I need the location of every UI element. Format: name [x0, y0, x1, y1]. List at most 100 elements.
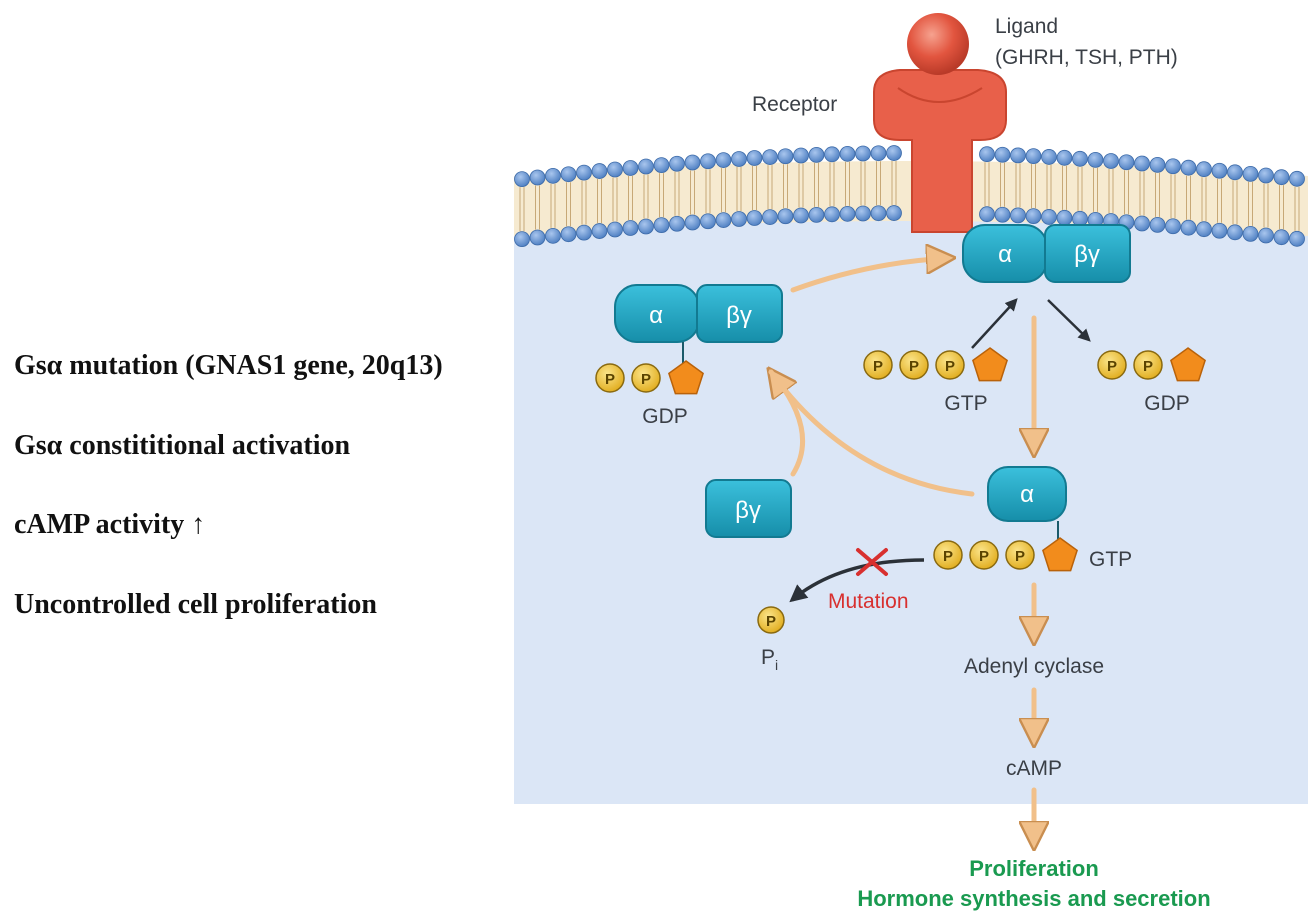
ligand-label: Ligand: [995, 15, 1058, 38]
membrane-head: [1149, 156, 1166, 173]
membrane-head: [514, 171, 530, 188]
membrane-head: [684, 214, 701, 231]
note-camp-activity: cAMP activity ↑: [14, 509, 206, 540]
ligand-examples: (GHRH, TSH, PTH): [995, 46, 1178, 69]
membrane-head: [808, 146, 825, 163]
membrane-head: [1165, 218, 1181, 235]
svg-text:GTP: GTP: [944, 392, 987, 415]
svg-text:GTP: GTP: [1089, 548, 1132, 571]
membrane-head: [1165, 158, 1181, 175]
membrane-head: [777, 208, 794, 225]
membrane-head: [1211, 162, 1228, 179]
membrane-head: [1149, 216, 1166, 233]
membrane-head: [808, 206, 825, 223]
adenyl-cyclase-label: Adenyl cyclase: [964, 655, 1104, 678]
membrane-head: [870, 205, 887, 222]
receptor: [873, 69, 1007, 233]
membrane-head: [669, 155, 685, 172]
membrane-head: [1134, 155, 1150, 172]
mutation-label: Mutation: [828, 590, 909, 613]
membrane-head: [1289, 170, 1305, 187]
phosphate-ball: [1005, 540, 1035, 570]
membrane-head: [855, 145, 871, 162]
membrane-head: [1289, 230, 1305, 247]
membrane-head: [855, 205, 871, 222]
phosphate-ball: [631, 363, 661, 393]
membrane-head: [529, 169, 546, 186]
membrane-head: [870, 145, 887, 162]
outcome-hormone-secretion: Hormone synthesis and secretion: [857, 886, 1210, 911]
membrane-head: [793, 207, 809, 224]
membrane-head: [653, 157, 670, 174]
mutation-block-icon: [856, 548, 888, 576]
membrane-head: [1227, 164, 1243, 181]
phosphate-label: P: [979, 548, 989, 565]
membrane-head: [1056, 149, 1073, 166]
membrane-head: [1180, 219, 1197, 236]
membrane-head: [1010, 147, 1026, 164]
note-constitutional-activation: Gsα constititional activation: [14, 430, 351, 461]
phosphate-label: P: [1107, 358, 1117, 375]
camp-label: cAMP: [1006, 757, 1062, 780]
phosphate-label: P: [909, 358, 919, 375]
membrane-head: [824, 146, 840, 163]
phosphate-label: P: [943, 548, 953, 565]
membrane-head: [839, 145, 856, 162]
membrane-head: [638, 218, 654, 235]
membrane-head: [1258, 227, 1274, 244]
membrane-head: [514, 231, 530, 248]
g-protein-activated-complex: α βγ: [962, 224, 1131, 283]
free-beta-gamma: βγ: [705, 479, 792, 538]
ribose-pentagon-icon: [668, 360, 704, 395]
svg-text:i: i: [775, 657, 778, 673]
phosphate-ball: [935, 350, 965, 380]
membrane-head: [1180, 159, 1197, 176]
svg-text:GDP: GDP: [642, 405, 688, 428]
svg-text:P: P: [761, 646, 775, 669]
membrane-head: [1211, 222, 1228, 239]
membrane-head: [1258, 167, 1274, 184]
cell-membrane: [514, 145, 1308, 248]
membrane-head: [1227, 224, 1243, 241]
gtp-molecule-incoming: P P P GTP: [863, 347, 1008, 415]
membrane-head: [607, 221, 623, 238]
membrane-head: [994, 146, 1011, 163]
phosphate-ball: [933, 540, 963, 570]
membrane-head: [994, 206, 1011, 223]
membrane-head: [1242, 226, 1259, 242]
membrane-head: [824, 206, 840, 223]
membrane-head: [1025, 148, 1042, 165]
outcome-proliferation: Proliferation: [969, 856, 1099, 881]
membrane-head: [529, 229, 546, 246]
membrane-head: [591, 223, 608, 239]
note-uncontrolled-proliferation: Uncontrolled cell proliferation: [14, 589, 377, 620]
membrane-head: [886, 205, 902, 221]
membrane-head: [715, 152, 732, 168]
gdp-molecule-released: P P GDP: [1097, 347, 1206, 415]
phosphate-label: P: [873, 358, 883, 375]
membrane-head: [886, 145, 902, 161]
membrane-head: [591, 163, 608, 179]
phosphate-label: P: [945, 358, 955, 375]
membrane-head: [1087, 151, 1104, 168]
g-protein-inactive-complex: α βγ: [614, 284, 783, 365]
note-gs-alpha-mutation: Gsα mutation (GNAS1 gene, 20q13): [14, 350, 443, 381]
membrane-head: [669, 215, 685, 232]
membrane-head: [746, 210, 763, 226]
phosphate-ball: [899, 350, 929, 380]
membrane-head: [1196, 161, 1212, 178]
membrane-head: [700, 213, 716, 230]
membrane-head: [1072, 150, 1088, 167]
membrane-head: [545, 227, 561, 244]
svg-text:βγ: βγ: [726, 302, 752, 329]
membrane-head: [1273, 229, 1290, 246]
svg-text:βγ: βγ: [735, 497, 761, 524]
membrane-head: [684, 154, 701, 171]
ribose-pentagon-icon: [972, 347, 1008, 382]
phosphate-label: P: [641, 371, 651, 388]
gtp-molecule-bound: P P P GTP: [933, 537, 1132, 572]
membrane-head: [560, 166, 577, 183]
membrane-head: [979, 146, 995, 163]
